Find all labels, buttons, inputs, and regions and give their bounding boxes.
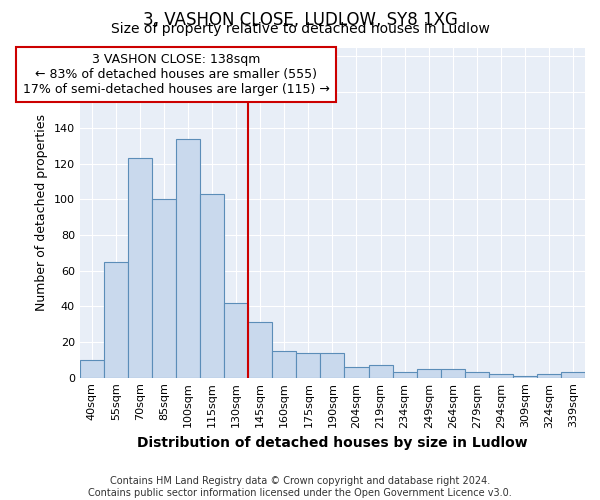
Bar [248, 322, 272, 378]
Text: Contains HM Land Registry data © Crown copyright and database right 2024.
Contai: Contains HM Land Registry data © Crown c… [88, 476, 512, 498]
X-axis label: Distribution of detached houses by size in Ludlow: Distribution of detached houses by size … [137, 436, 528, 450]
Y-axis label: Number of detached properties: Number of detached properties [35, 114, 49, 311]
Bar [440, 369, 465, 378]
Text: Size of property relative to detached houses in Ludlow: Size of property relative to detached ho… [110, 22, 490, 36]
Bar [80, 360, 104, 378]
Bar [224, 302, 248, 378]
Bar [561, 372, 585, 378]
Bar [152, 199, 176, 378]
Bar [200, 194, 224, 378]
Bar [392, 372, 416, 378]
Bar [416, 369, 440, 378]
Bar [296, 352, 320, 378]
Text: 3, VASHON CLOSE, LUDLOW, SY8 1XG: 3, VASHON CLOSE, LUDLOW, SY8 1XG [143, 11, 457, 29]
Bar [537, 374, 561, 378]
Text: 3 VASHON CLOSE: 138sqm
← 83% of detached houses are smaller (555)
17% of semi-de: 3 VASHON CLOSE: 138sqm ← 83% of detached… [23, 53, 329, 96]
Bar [344, 367, 368, 378]
Bar [465, 372, 489, 378]
Bar [176, 138, 200, 378]
Bar [368, 365, 392, 378]
Bar [513, 376, 537, 378]
Bar [320, 352, 344, 378]
Bar [128, 158, 152, 378]
Bar [104, 262, 128, 378]
Bar [272, 351, 296, 378]
Bar [489, 374, 513, 378]
